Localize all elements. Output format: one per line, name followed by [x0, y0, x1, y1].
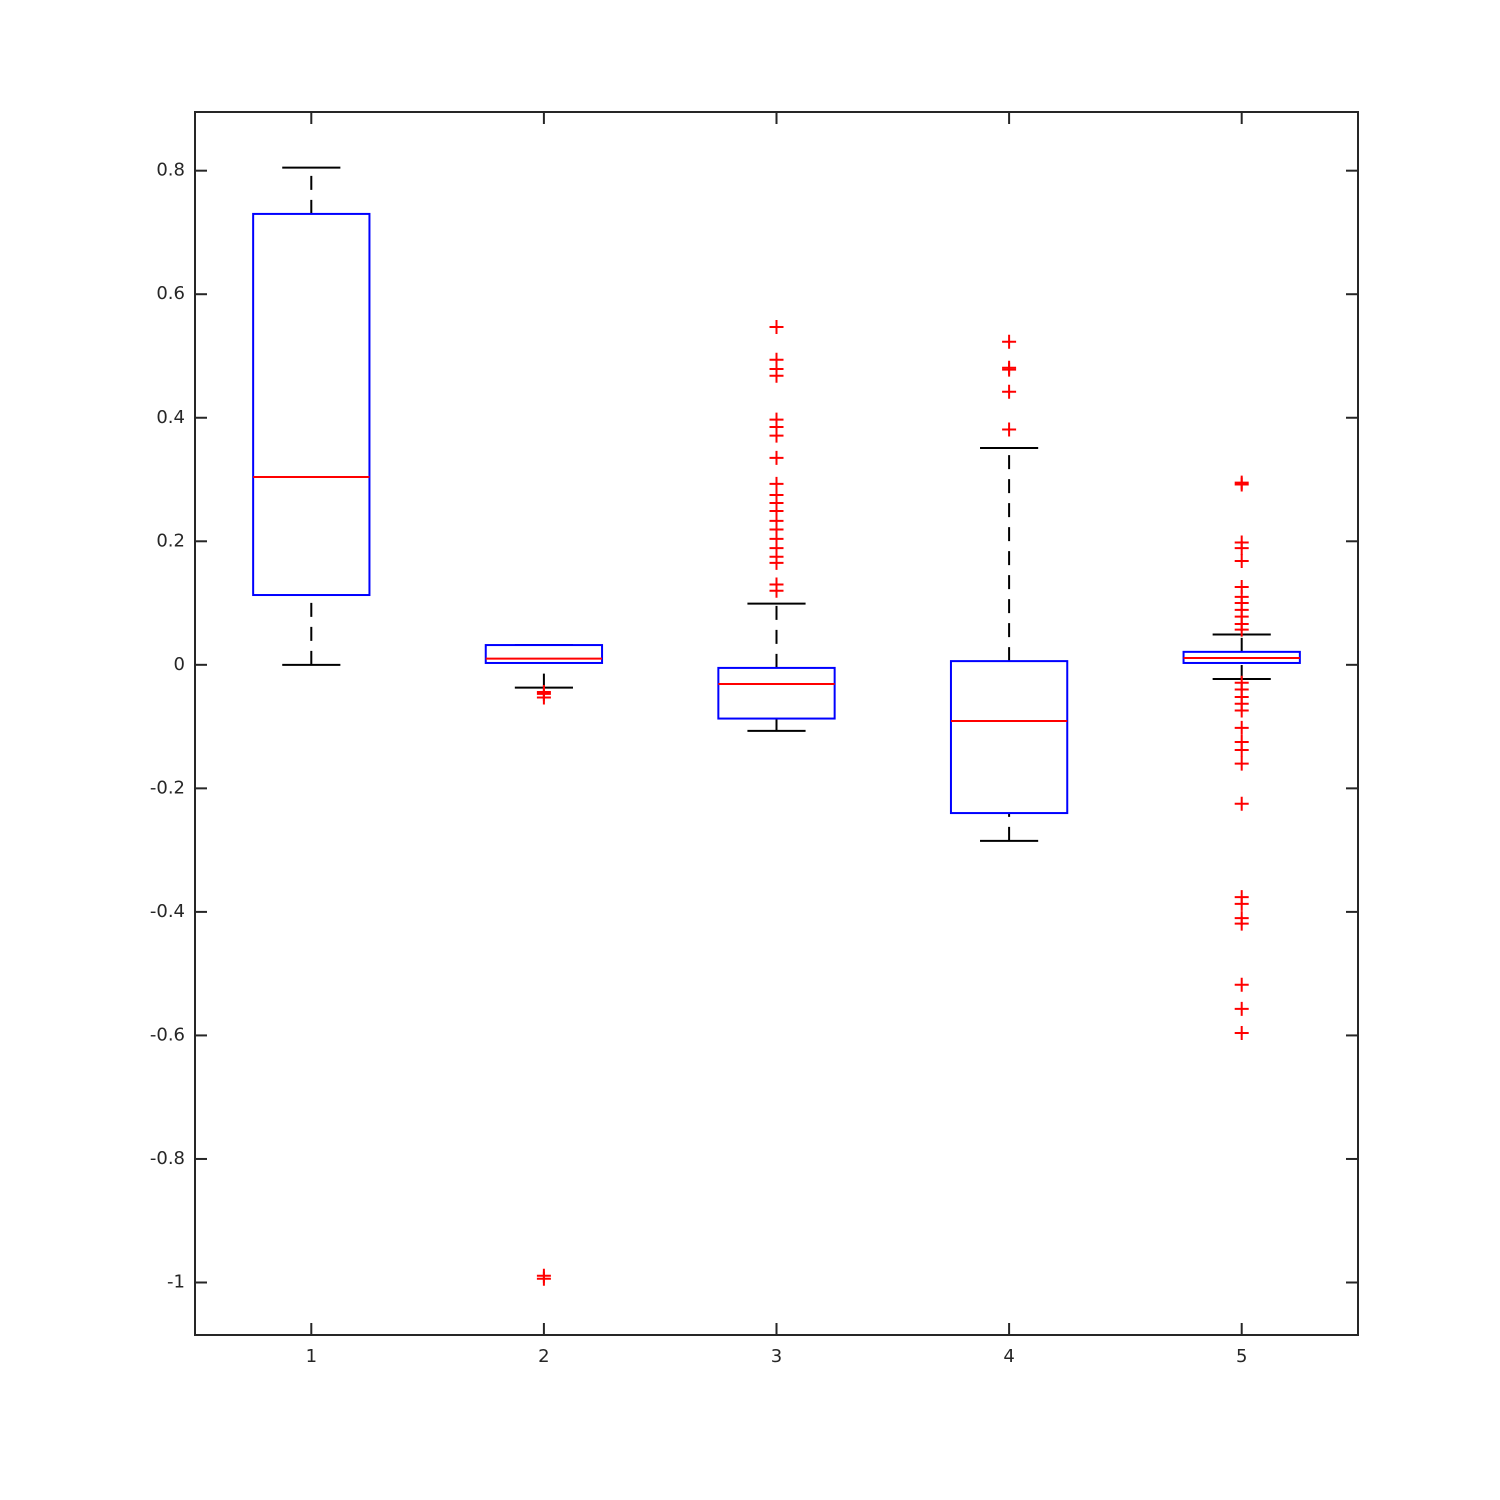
outlier: [769, 319, 784, 334]
y-tick-label: -1: [167, 1271, 185, 1292]
x-tick-label: 1: [306, 1346, 317, 1367]
outlier: [1002, 384, 1017, 399]
y-tick-label: -0.2: [150, 777, 185, 798]
outlier: [1234, 720, 1249, 735]
outlier: [769, 368, 784, 383]
outlier: [1234, 977, 1249, 992]
outlier: [1234, 1025, 1249, 1040]
outlier: [1234, 743, 1249, 758]
outlier: [536, 1271, 551, 1286]
outlier: [769, 555, 784, 570]
box: [484, 644, 604, 664]
y-tick-label: -0.8: [150, 1148, 185, 1169]
outlier: [1234, 896, 1249, 911]
outlier: [1234, 703, 1249, 718]
y-tick-label: 0.2: [156, 530, 185, 551]
box: [717, 666, 836, 720]
y-tick-label: -0.4: [150, 901, 185, 922]
outlier: [1234, 622, 1249, 637]
outlier: [1234, 1001, 1249, 1016]
y-tick-label: -0.6: [150, 1024, 185, 1045]
x-tick-label: 2: [538, 1346, 549, 1367]
outlier: [769, 450, 784, 465]
outlier: [1002, 362, 1017, 377]
outlier: [1234, 796, 1249, 811]
x-tick-label: 5: [1236, 1346, 1247, 1367]
box: [252, 212, 371, 597]
outlier: [536, 690, 551, 705]
x-tick-label: 4: [1003, 1346, 1014, 1367]
outlier: [1234, 554, 1249, 569]
x-tick-label: 3: [771, 1346, 782, 1367]
outlier: [769, 583, 784, 598]
outlier: [1234, 477, 1249, 492]
outlier: [1002, 334, 1017, 349]
y-tick-label: 0.6: [156, 283, 185, 304]
outlier: [1234, 916, 1249, 931]
y-tick-label: 0.8: [156, 160, 185, 181]
outlier: [1234, 756, 1249, 771]
outlier: [769, 428, 784, 443]
outlier: [1002, 422, 1017, 437]
y-tick-label: 0.4: [156, 407, 185, 428]
box: [949, 660, 1069, 815]
y-tick-label: 0: [174, 654, 185, 675]
outlier: [1234, 541, 1249, 556]
